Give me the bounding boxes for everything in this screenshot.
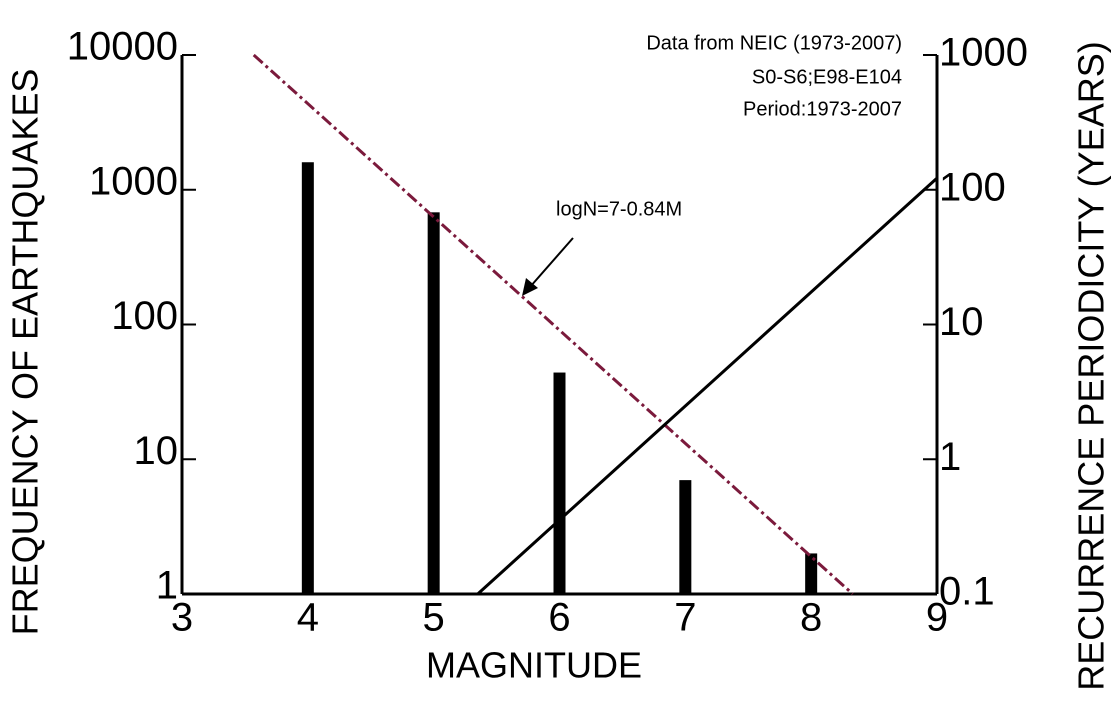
bar	[427, 212, 440, 594]
annotation: Period:1973-2007	[743, 98, 902, 120]
line	[252, 53, 854, 596]
bar	[553, 372, 566, 594]
y2-tick-label: 1	[939, 435, 961, 479]
y2-tick-label: 100	[939, 165, 1006, 209]
y-tick-label: 100	[111, 294, 178, 338]
bar	[805, 553, 818, 594]
y2-axis-label: RECURRENCE PERIODICITY (YEARS)	[1071, 41, 1112, 690]
annotation: Data from NEIC (1973-2007)	[646, 32, 902, 54]
arrow-head	[522, 278, 538, 296]
y-tick-label: 1000	[89, 159, 178, 203]
y-tick-label: 10	[134, 429, 179, 473]
line	[476, 177, 939, 596]
y-tick-label: 1	[156, 564, 178, 608]
x-tick-label: 7	[674, 596, 696, 640]
y2-tick-label: 10	[939, 300, 984, 344]
annotation: S0-S6;E98-E104	[752, 66, 902, 88]
y2-tick-label: 1000	[939, 31, 1028, 75]
annotation: logN=7-0.84M	[556, 198, 682, 220]
bar	[679, 480, 692, 594]
x-tick-label: 3	[171, 596, 193, 640]
y-axis-label: FREQUENCY OF EARTHQUAKES	[5, 69, 46, 636]
x-axis-label: MAGNITUDE	[426, 645, 642, 686]
arrow	[529, 237, 574, 288]
x-tick-label: 9	[926, 596, 948, 640]
x-tick-label: 4	[297, 596, 319, 640]
y-tick-label: 10000	[67, 25, 178, 69]
bar	[301, 162, 314, 595]
x-tick-label: 8	[800, 596, 822, 640]
y2-tick-label: 0.1	[939, 570, 995, 614]
x-tick-label: 6	[548, 596, 570, 640]
x-tick-label: 5	[423, 596, 445, 640]
